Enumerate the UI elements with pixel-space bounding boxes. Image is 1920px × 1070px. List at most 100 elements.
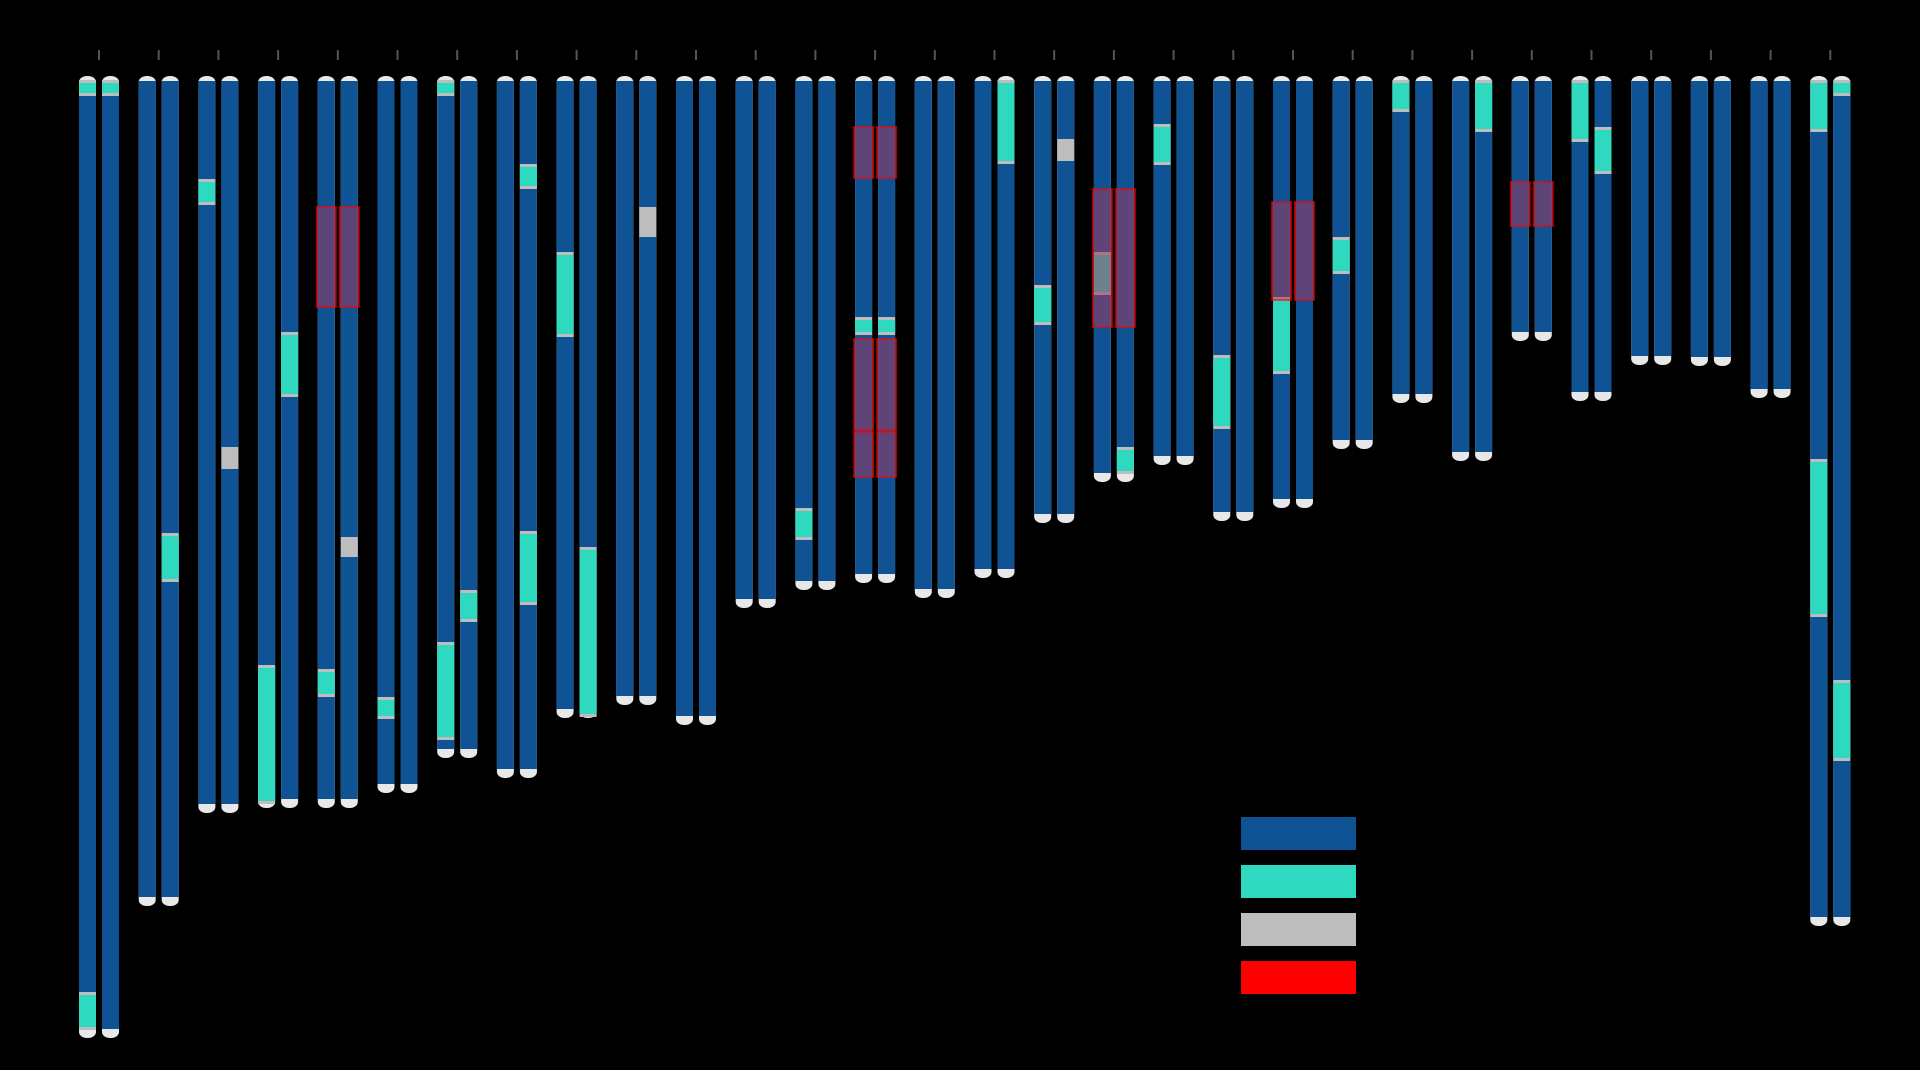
chromosome-pairs xyxy=(79,76,1851,1038)
chromosome-body xyxy=(1452,81,1470,452)
chromosome-left xyxy=(676,76,693,725)
chromosome-left xyxy=(795,76,813,590)
chromosome-pair xyxy=(138,76,179,906)
chromosome-pair xyxy=(914,76,955,598)
band-segment xyxy=(1273,300,1290,371)
chromosome-pair xyxy=(1153,76,1194,465)
chromosome-body xyxy=(1475,81,1493,452)
chromosome-left xyxy=(377,76,395,793)
band-segment xyxy=(519,167,537,186)
chromosome-body xyxy=(974,81,992,569)
chromosome-body xyxy=(79,81,96,1029)
legend xyxy=(1241,817,1356,994)
chromosome-body xyxy=(1833,81,1851,917)
chromosome-pair xyxy=(315,76,360,808)
tick-mark xyxy=(754,50,757,60)
chromosome-right xyxy=(1475,76,1493,461)
chromosome-right xyxy=(639,76,657,705)
tick-mark xyxy=(1112,50,1115,60)
chromosome-right xyxy=(102,76,119,1038)
chromosome-pair xyxy=(496,76,537,778)
chromosome-right xyxy=(221,76,239,813)
chromosome-pair xyxy=(1571,76,1612,401)
band-segment xyxy=(258,668,276,801)
chromosome-pair xyxy=(556,76,597,718)
highlight-region xyxy=(853,431,898,478)
chromosome-body xyxy=(1750,81,1768,389)
chromosome-body xyxy=(758,81,776,599)
highlight-box xyxy=(1294,201,1315,301)
tick-mark xyxy=(814,50,817,60)
chromosome-left xyxy=(1034,76,1052,523)
tick-mark xyxy=(1530,50,1533,60)
chromosome-body xyxy=(258,81,276,799)
tick-mark xyxy=(1829,50,1832,60)
band-segment xyxy=(1213,358,1231,426)
highlight-box xyxy=(853,126,875,179)
chromosome-body xyxy=(1236,81,1254,512)
chromosome-pair xyxy=(1690,76,1731,366)
chromosome-left xyxy=(1810,76,1828,926)
chromosome-pair xyxy=(1332,76,1373,449)
band-segment xyxy=(281,335,299,394)
highlight-region xyxy=(853,338,898,431)
chromosome-pair xyxy=(1271,76,1315,508)
legend-swatch xyxy=(1241,817,1356,850)
tick-mark xyxy=(98,50,100,60)
band-segment xyxy=(579,550,597,714)
chromosome-pair xyxy=(1509,76,1554,341)
chromosome-pair xyxy=(735,76,776,608)
gap-segment xyxy=(340,537,358,557)
chromosome-body xyxy=(735,81,753,599)
highlight-box xyxy=(1271,201,1292,301)
chromosome-left xyxy=(138,76,156,906)
chromosome-body xyxy=(676,81,693,716)
highlight-box xyxy=(1114,188,1136,328)
highlight-box xyxy=(853,338,875,431)
chromosome-left xyxy=(1392,76,1410,403)
chromosome-left xyxy=(198,76,216,813)
chromosome-body xyxy=(1654,81,1672,356)
chromosome-right xyxy=(1654,76,1672,365)
chromosome-right xyxy=(460,76,478,758)
band-segment xyxy=(460,593,478,619)
chromosome-left xyxy=(1213,76,1231,521)
band-segment xyxy=(997,83,1015,161)
chromosome-body xyxy=(1773,81,1791,389)
chromosome-left xyxy=(1750,76,1768,398)
chromosome-body xyxy=(1213,81,1231,512)
tick-mark xyxy=(933,50,936,60)
chromosome-right xyxy=(1713,76,1731,366)
chromosome-left xyxy=(496,76,514,778)
chromosome-body xyxy=(699,81,716,716)
tick-mark xyxy=(1590,50,1593,60)
chromosome-left xyxy=(616,76,634,705)
chromosome-right xyxy=(758,76,776,608)
chromosome-right xyxy=(161,76,179,906)
chromosome-pair xyxy=(676,76,716,725)
highlight-box xyxy=(876,338,898,431)
chromosome-right xyxy=(340,76,358,808)
chromosome-body xyxy=(1355,81,1373,440)
tick-marks xyxy=(98,50,1832,60)
tick-mark xyxy=(1053,50,1056,60)
chromosome-pair xyxy=(377,76,418,793)
chromosome-left xyxy=(79,76,96,1038)
band-segment xyxy=(1833,683,1851,758)
highlight-box xyxy=(876,126,898,179)
chromosome-body xyxy=(914,81,932,589)
chromosome-pair xyxy=(258,76,299,808)
tick-mark xyxy=(277,50,280,60)
band-segment xyxy=(1332,240,1350,271)
chromosome-pair xyxy=(974,76,1015,578)
legend-swatch xyxy=(1241,961,1356,994)
chromosome-right xyxy=(579,76,597,718)
chromosome-body xyxy=(1571,81,1589,392)
band-segment xyxy=(377,700,395,716)
highlight-box xyxy=(338,206,360,308)
chromosome-right xyxy=(1355,76,1373,449)
band-segment xyxy=(878,320,896,332)
chromosome-body xyxy=(138,81,156,897)
chromosome-body xyxy=(997,81,1015,569)
